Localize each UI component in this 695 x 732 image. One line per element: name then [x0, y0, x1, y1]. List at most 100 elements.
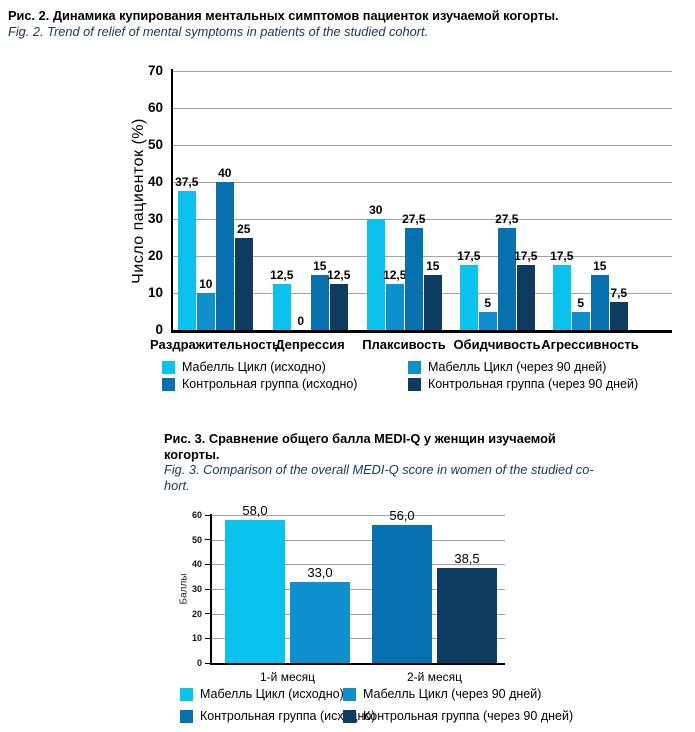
bar-value-label: 27,5 [402, 212, 426, 227]
y-tick-label: 60 [191, 510, 202, 520]
bar [311, 274, 329, 330]
bar-value-label: 7,5 [610, 286, 628, 301]
bar [424, 274, 442, 330]
bar [178, 191, 196, 330]
legend-label: Контрольная группа (исходно) [182, 377, 358, 391]
legend-item: Контрольная группа (исходно) [180, 709, 375, 723]
bar-value-label: 56,0 [389, 507, 415, 523]
bar [273, 283, 291, 330]
gridline [212, 539, 505, 541]
bar [572, 311, 590, 330]
y-axis-title: Число пациенток (%) [130, 117, 147, 284]
category-label: Обидчивость [453, 337, 541, 352]
legend-swatch [408, 360, 421, 374]
bar-value-label: 27,5 [495, 212, 519, 227]
figure3-caption: Рис. 3. Сравнение общего балла MEDI-Q у … [164, 431, 594, 493]
gridline [173, 71, 672, 72]
legend-swatch [162, 360, 175, 374]
bar-value-label: 17,5 [457, 249, 481, 264]
gridline [173, 293, 672, 294]
bar [235, 237, 253, 330]
x-axis [171, 330, 672, 333]
y-tick-label: 30 [147, 211, 163, 226]
category-label: Агрессивность [541, 337, 639, 352]
bar [330, 283, 348, 330]
bar [437, 568, 497, 663]
bar [591, 274, 609, 330]
legend-swatch [180, 709, 193, 723]
bar-value-label: 12,5 [270, 267, 294, 282]
legend-item: Мабелль Цикл (через 90 дней) [408, 360, 606, 374]
bar [197, 293, 215, 330]
y-axis-title: Баллы [178, 573, 190, 605]
y-tick-label: 50 [191, 534, 202, 545]
bar-value-label: 30 [369, 203, 383, 217]
bar-value-label: 15 [426, 258, 440, 273]
bar-value-label: 58,0 [242, 502, 268, 518]
bar-value-label: 5 [577, 295, 585, 310]
legend-item: Мабелль Цикл (исходно) [180, 687, 344, 701]
y-tick-label: 10 [147, 285, 163, 300]
bar-value-label: 37,5 [175, 175, 199, 190]
bar-value-label: 10 [199, 277, 213, 291]
legend-swatch [343, 687, 356, 701]
bar-value-label: 5 [484, 295, 492, 310]
bar [405, 228, 423, 330]
legend-label: Контрольная группа (через 90 дней) [428, 377, 639, 391]
figure3-caption-ru-line1: Рис. 3. Сравнение общего балла MEDI-Q у … [164, 431, 556, 446]
figure3-caption-en-line1: Fig. 3. Comparison of the overall MEDI-Q… [164, 462, 594, 477]
bar-value-label: 0 [297, 314, 305, 328]
gridline [212, 515, 505, 516]
gridline [173, 182, 672, 183]
category-label: Депрессия [275, 337, 345, 352]
bar [386, 283, 404, 330]
bar [610, 302, 628, 330]
y-axis [210, 514, 212, 665]
y-tick-label: 20 [191, 608, 202, 619]
tick-mark [205, 662, 210, 664]
bar-value-label: 15 [313, 258, 327, 273]
legend-label: Мабелль Цикл (исходно) [200, 687, 344, 701]
y-tick-label: 60 [147, 100, 163, 115]
gridline [173, 219, 672, 220]
gridline [173, 108, 672, 109]
bar-value-label: 25 [237, 221, 251, 236]
bar [225, 519, 285, 663]
bar [553, 265, 571, 330]
legend-label: Мабелль Цикл (исходно) [182, 360, 326, 374]
y-tick-label: 40 [147, 174, 163, 189]
category-label: 2-й месяц [406, 670, 462, 684]
bar [498, 228, 516, 330]
y-tick-label: 10 [191, 633, 202, 644]
bar-value-label: 15 [593, 258, 607, 273]
gridline [173, 145, 672, 146]
bar-value-label: 40 [218, 166, 232, 180]
legend-label: Контрольная группа (через 90 дней) [363, 709, 574, 723]
y-tick-label: 30 [191, 584, 202, 594]
bar [460, 265, 478, 330]
bar-value-label: 17,5 [514, 249, 538, 264]
legend-item: Мабелль Цикл (исходно) [162, 360, 326, 374]
y-axis [171, 69, 173, 332]
figure2-caption-en: Fig. 2. Trend of relief of mental sympto… [8, 23, 429, 39]
bar-value-label: 38,5 [454, 551, 480, 567]
bar-value-label: 12,5 [383, 267, 407, 282]
y-tick-label: 40 [191, 559, 202, 570]
figure3-caption-en-line2: hort. [164, 477, 190, 493]
figure2-caption: Рис. 2. Динамика купирования ментальных … [8, 8, 668, 39]
bar-value-label: 17,5 [550, 249, 574, 264]
figure3-caption-ru-line2: когорты. [164, 446, 220, 462]
y-tick-label: 50 [147, 137, 163, 152]
gridline [212, 589, 505, 590]
category-label: Раздражительность [149, 337, 281, 352]
bar [517, 265, 535, 330]
legend-item: Контрольная группа (исходно) [162, 377, 357, 391]
tick-mark [205, 563, 210, 565]
legend-item: Контрольная группа (через 90 дней) [408, 377, 638, 391]
y-tick-label: 0 [196, 658, 202, 668]
bar [290, 581, 350, 663]
y-tick-label: 70 [147, 63, 163, 78]
legend-label: Контрольная группа (исходно) [200, 709, 376, 723]
legend-swatch [180, 687, 193, 701]
